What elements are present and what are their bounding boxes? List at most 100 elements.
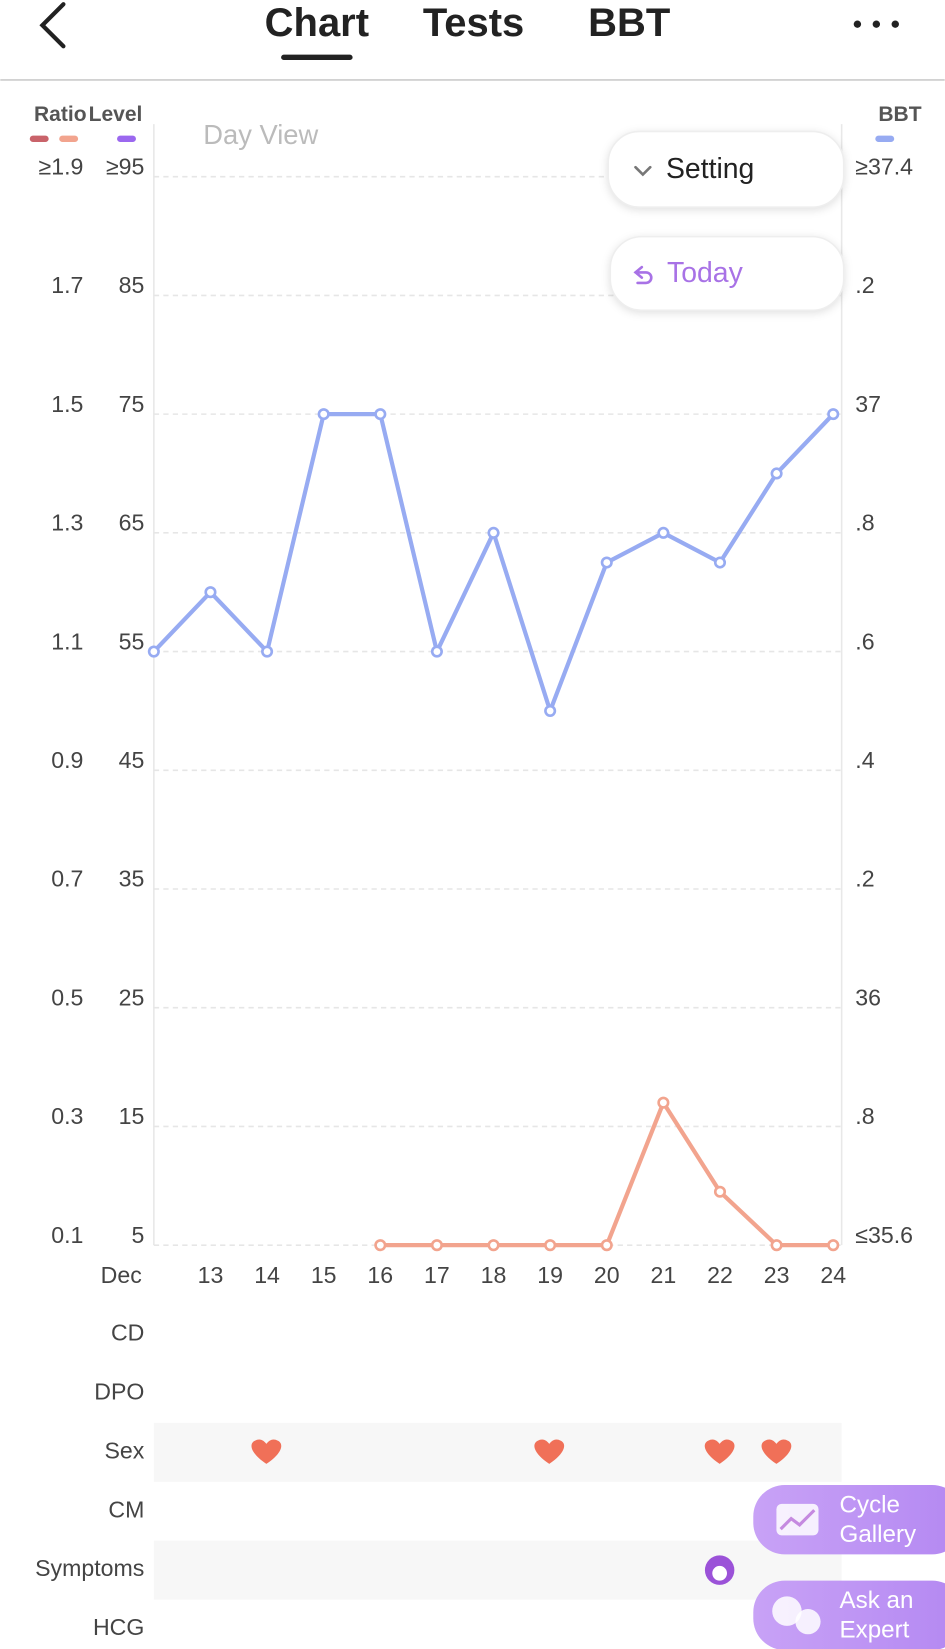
- cycle-gallery-button[interactable]: [753, 1484, 945, 1555]
- button-label: Expert: [840, 1617, 910, 1644]
- y-tick-label: 45: [119, 747, 145, 773]
- legend-swatch: [875, 135, 895, 142]
- y2-tick-label: .2: [855, 272, 874, 298]
- chevron-icon: [634, 165, 652, 177]
- data-point: [487, 1239, 500, 1252]
- expert-icon: [795, 1609, 821, 1635]
- y-tick-label: ≥95: [106, 153, 144, 179]
- y-tick-label: 55: [119, 628, 145, 654]
- x-tick-label: 24: [820, 1262, 846, 1288]
- ratio-tick-label: 0.7: [51, 866, 83, 892]
- legend-label: Ratio: [34, 103, 87, 126]
- y-tick-label: 25: [119, 984, 145, 1010]
- today-label: Today: [667, 257, 744, 289]
- data-point: [487, 526, 500, 539]
- x-tick-label: 20: [594, 1262, 620, 1288]
- tab-indicator: [281, 54, 353, 60]
- heart-icon: [534, 1439, 565, 1464]
- data-point: [713, 556, 727, 569]
- data-point: [770, 1239, 783, 1252]
- symptom-icon: [704, 1555, 735, 1585]
- today-button[interactable]: [609, 235, 845, 312]
- data-point: [827, 408, 840, 421]
- y-tick-label: 75: [119, 391, 145, 417]
- data-point: [657, 1096, 670, 1109]
- row-label: HCG: [93, 1614, 144, 1640]
- y2-tick-label: ≤35.6: [855, 1222, 913, 1248]
- tab[interactable]: BBT: [588, 1, 670, 45]
- x-tick-label: 16: [367, 1262, 393, 1288]
- row-label: Sex: [105, 1437, 145, 1463]
- row-label: CM: [108, 1496, 144, 1522]
- data-point: [317, 408, 330, 421]
- y2-tick-label: .4: [855, 747, 874, 773]
- back-button[interactable]: [39, 2, 66, 49]
- heart-icon: [761, 1439, 792, 1464]
- button-label: Gallery: [840, 1521, 917, 1548]
- y2-tick-label: .8: [855, 1103, 874, 1129]
- data-point: [600, 556, 613, 569]
- ratio-tick-label: ≥1.9: [39, 153, 84, 179]
- ratio-tick-label: 0.9: [51, 747, 83, 773]
- more-button[interactable]: [853, 20, 899, 28]
- y-tick-label: 5: [132, 1222, 145, 1248]
- data-point: [544, 1239, 557, 1252]
- gallery-icon: [776, 1503, 819, 1536]
- y2-tick-label: ≥37.4: [855, 153, 913, 179]
- y2-tick-label: .2: [855, 866, 874, 892]
- data-point: [544, 704, 557, 717]
- ratio-tick-label: 1.7: [51, 272, 83, 298]
- today-icon: [633, 265, 653, 285]
- data-point: [374, 1239, 387, 1252]
- y-tick-label: 65: [119, 510, 145, 536]
- data-point: [261, 645, 274, 658]
- ratio-tick-label: 1.5: [51, 391, 83, 417]
- data-point: [430, 645, 443, 658]
- ratio-tick-label: 1.1: [51, 628, 83, 654]
- data-point: [657, 526, 670, 539]
- button-label: Ask an: [840, 1587, 914, 1614]
- data-point: [147, 645, 160, 658]
- x-tick-label: 15: [311, 1262, 337, 1288]
- row-label: DPO: [94, 1379, 144, 1405]
- data-point: [827, 1239, 840, 1252]
- y-tick-label: 35: [119, 866, 145, 892]
- heart-icon: [251, 1439, 282, 1464]
- series-line: [152, 412, 835, 714]
- x-tick-label: 23: [764, 1262, 790, 1288]
- data-point: [713, 1185, 727, 1198]
- ratio-tick-label: 0.3: [51, 1103, 83, 1129]
- y-tick-label: 15: [119, 1103, 145, 1129]
- setting-button[interactable]: [607, 130, 845, 208]
- x-tick-label: 22: [707, 1262, 733, 1288]
- x-tick-label: 19: [537, 1262, 563, 1288]
- ratio-tick-label: 1.3: [51, 510, 83, 536]
- legend-swatch: [59, 135, 79, 142]
- ratio-tick-label: 0.1: [51, 1222, 83, 1248]
- tab[interactable]: Chart: [265, 1, 369, 45]
- series-line: [380, 1100, 834, 1248]
- chart: 5 15 25 35 45 55 65 75 85 ≥95 0.1 0.3 0.5 0.7 0.9 1.1 1.…: [29, 135, 913, 1288]
- data-point: [600, 1239, 613, 1252]
- row-band: [153, 1540, 842, 1600]
- legend-label: Level: [89, 103, 143, 126]
- ratio-tick-label: 0.5: [51, 984, 83, 1010]
- setting-label: Setting: [666, 153, 754, 185]
- x-tick-label: 14: [254, 1262, 280, 1288]
- tab[interactable]: Tests: [423, 1, 524, 45]
- y2-tick-label: 36: [855, 984, 881, 1010]
- y2-tick-label: 37: [855, 391, 881, 417]
- data-point: [204, 586, 217, 599]
- sex-markers: [251, 1439, 792, 1464]
- expert-icon: [772, 1596, 802, 1626]
- legend-swatch: [117, 135, 136, 142]
- gallery-icon-line: [779, 1509, 816, 1531]
- x-tick-label: 13: [198, 1262, 224, 1288]
- y-tick-label: 85: [119, 272, 145, 298]
- legend-swatch: [29, 135, 49, 142]
- legend-label: BBT: [878, 103, 921, 126]
- heart-icon: [704, 1439, 735, 1464]
- row-label: Symptoms: [35, 1555, 144, 1581]
